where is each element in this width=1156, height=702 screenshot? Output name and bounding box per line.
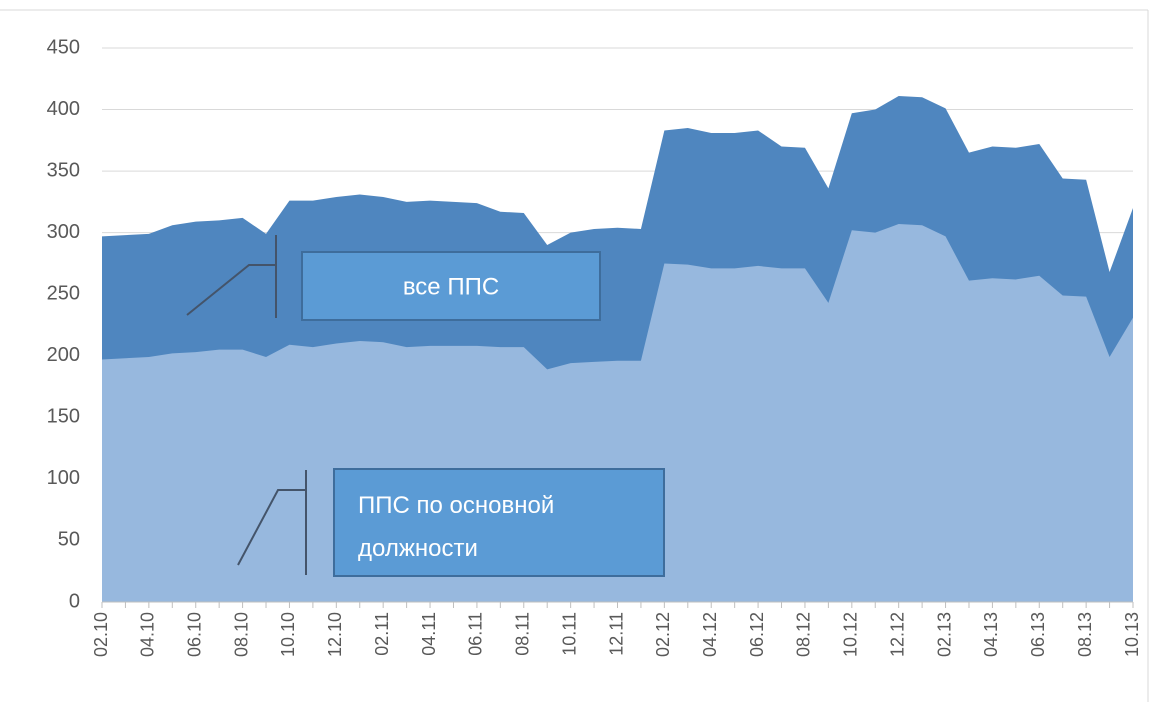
y-tick-label: 450 xyxy=(47,36,80,58)
x-tick-label: 12.12 xyxy=(887,612,907,657)
y-tick-label: 250 xyxy=(47,283,80,305)
series-label: ППС по основной должности xyxy=(358,492,555,562)
x-tick-label: 02.11 xyxy=(372,612,392,656)
x-tick-label: 02.10 xyxy=(91,612,111,657)
x-tick-label: 10.13 xyxy=(1122,612,1142,657)
y-tick-label: 300 xyxy=(47,221,80,243)
x-tick-label: 12.10 xyxy=(325,612,345,657)
x-tick-label: 06.11 xyxy=(466,612,486,656)
x-tick-label: 06.10 xyxy=(184,612,204,657)
x-tick-label: 06.12 xyxy=(747,612,767,657)
x-tick-label: 10.10 xyxy=(278,612,298,657)
x-tick-label: 08.11 xyxy=(513,612,533,656)
x-tick-label: 12.11 xyxy=(606,612,626,656)
x-tick-label: 04.12 xyxy=(700,612,720,657)
series-label-wrap: ППС по основной должности xyxy=(358,492,555,562)
y-tick-label: 350 xyxy=(47,159,80,181)
x-tick-label: 08.10 xyxy=(231,612,251,657)
y-tick-label: 0 xyxy=(69,590,80,612)
x-tick-label: 04.10 xyxy=(138,612,158,657)
x-tick-label: 06.13 xyxy=(1028,612,1048,657)
y-tick-label: 200 xyxy=(47,344,80,366)
x-tick-label: 10.11 xyxy=(559,612,579,656)
y-tick-label: 400 xyxy=(47,98,80,120)
label-box xyxy=(301,251,601,321)
x-tick-label: 02.13 xyxy=(934,612,954,657)
y-tick-label: 50 xyxy=(58,529,80,551)
label-box xyxy=(333,468,665,577)
x-tick-label: 04.11 xyxy=(419,612,439,656)
y-tick-label: 100 xyxy=(47,467,80,489)
x-tick-label: 08.13 xyxy=(1075,612,1095,657)
series-label: все ППС xyxy=(403,273,499,300)
x-tick-label: 04.13 xyxy=(981,612,1001,657)
x-tick-label: 02.12 xyxy=(653,612,673,657)
y-tick-label: 150 xyxy=(47,406,80,428)
callout xyxy=(186,235,307,575)
x-tick-label: 10.12 xyxy=(841,612,861,657)
x-tick-label: 08.12 xyxy=(794,612,814,657)
